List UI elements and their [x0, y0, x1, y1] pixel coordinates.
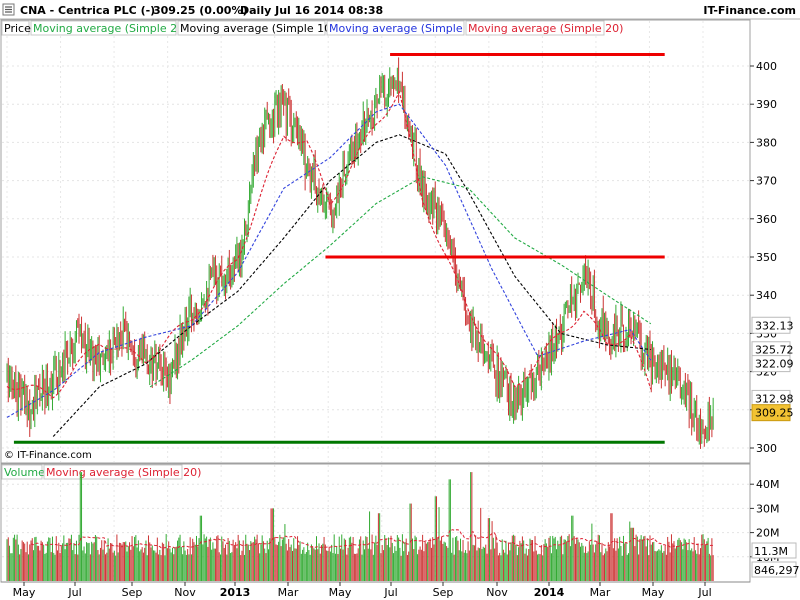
time-tick-label: 2014	[534, 586, 565, 599]
ma20-tag-label: 312.98	[755, 392, 794, 405]
legend-entry: Moving average (Simple 100)	[180, 22, 342, 35]
copyright-label: © IT-Finance.com	[4, 450, 92, 461]
price-tick-label: 300	[756, 442, 777, 455]
legend-box	[1, 20, 30, 36]
volume-moving-average	[31, 528, 714, 549]
volume-volume-tag	[751, 561, 797, 578]
time-tick-label: 2013	[220, 586, 251, 599]
volume-tick-label: 20M	[756, 527, 780, 540]
price-legend: Price Moving average (Simple 200)Moving a…	[1, 20, 623, 36]
legend-entry: Moving average (Simple 20)	[46, 466, 201, 479]
price-tick-label: 370	[756, 175, 777, 188]
title-bar: CNA - Centrica PLC (-) 309.25 (0.00%) Da…	[0, 0, 800, 20]
time-tick-label: Nov	[174, 586, 196, 599]
price-tick-label: 380	[756, 136, 777, 149]
ma200-tag	[751, 316, 791, 334]
ma200-line	[149, 176, 652, 388]
time-tick-label: Jul	[697, 586, 711, 599]
price-tick-label: 340	[756, 289, 777, 302]
moving-averages	[6, 90, 652, 437]
time-tick-label: Mar	[590, 586, 611, 599]
ma20-volume-tag-label: 11.3M	[754, 545, 788, 558]
time-tick-label: Mar	[278, 586, 299, 599]
volume-ma20-line	[31, 528, 714, 549]
chart-menu-icon[interactable]	[2, 3, 15, 16]
legend-box	[326, 20, 465, 36]
volume-legend: Volume Moving average (Simple 20)	[1, 464, 201, 480]
time-tick-label: Jul	[67, 586, 81, 599]
ma50-tag-label: 322.09	[755, 358, 794, 371]
legend-box	[30, 20, 177, 36]
price-tag-label: 309.25	[755, 407, 794, 420]
price-panel[interactable]	[0, 19, 751, 464]
legend-box	[1, 464, 43, 480]
ma100-tag-label: 325.72	[755, 344, 794, 357]
volume-tick-label: 30M	[756, 502, 780, 515]
ma50-line	[6, 103, 652, 418]
time-tick-label: May	[13, 586, 36, 599]
legend-entry: Moving average (Simple 50)	[329, 22, 484, 35]
ma50-tag	[751, 355, 791, 373]
price-grid	[2, 21, 750, 462]
price-tag	[751, 404, 791, 422]
legend-entry: Moving average (Simple 20)	[468, 22, 623, 35]
time-axis: May Jul Sep Nov 2013 Mar May Jul Sep Nov 2014 Mar Ma…	[1, 581, 750, 599]
ma20-volume-tag	[751, 542, 797, 559]
legend-entry: Volume	[4, 466, 45, 479]
legend-box	[465, 20, 605, 36]
time-tick-label: Sep	[122, 586, 143, 599]
period-label: Daily Jul 16 2014 08:38	[240, 4, 383, 17]
brand-label: IT-Finance.com	[703, 4, 796, 17]
legend-box	[43, 464, 183, 480]
legend-entry: Moving average (Simple 200)	[33, 22, 195, 35]
time-tick-label: May	[329, 586, 352, 599]
price-tick-label: 390	[756, 98, 777, 111]
quote-value: 309.25 (0.00%)	[153, 4, 248, 17]
horizontal-lines	[13, 53, 665, 444]
legend-box	[177, 20, 326, 36]
price-tick-label: 350	[756, 251, 777, 264]
price-series	[6, 57, 714, 449]
time-tick-label: Jul	[383, 586, 397, 599]
ticker-title: CNA - Centrica PLC (-)	[20, 4, 155, 17]
volume-tick-label: 40M	[756, 478, 780, 491]
volume-volume-tag-label: 846,297	[754, 564, 800, 577]
price-tick-label: 400	[756, 60, 777, 73]
ma200-tag-label: 332.13	[755, 319, 794, 332]
legend-entry: Price	[4, 22, 31, 35]
time-tick-label: Sep	[433, 586, 454, 599]
time-tick-label: May	[642, 586, 665, 599]
volume-value-tags: 11.3M 846,297	[751, 542, 800, 578]
time-tick-label: Nov	[486, 586, 508, 599]
price-tick-label: 360	[756, 213, 777, 226]
